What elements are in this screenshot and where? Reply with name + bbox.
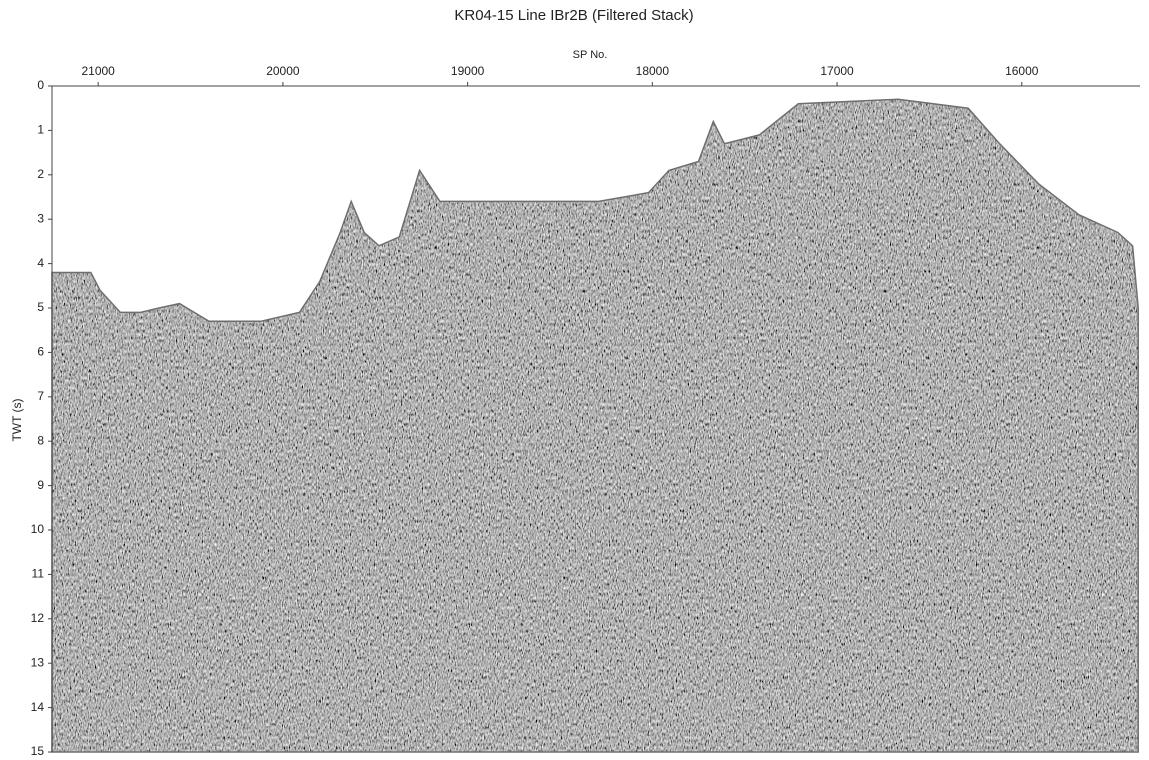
y-tick-label: 13 bbox=[31, 655, 45, 669]
y-tick-label: 8 bbox=[37, 433, 44, 447]
x-tick-label: 18000 bbox=[636, 64, 670, 78]
y-tick-label: 3 bbox=[37, 211, 44, 225]
y-tick-label: 14 bbox=[31, 700, 45, 714]
y-tick-label: 0 bbox=[37, 78, 44, 92]
y-tick-label: 11 bbox=[32, 567, 45, 581]
chart-title: KR04-15 Line IBr2B (Filtered Stack) bbox=[454, 7, 693, 24]
y-tick-label: 12 bbox=[31, 611, 45, 625]
x-tick-label: 16000 bbox=[1005, 64, 1039, 78]
y-tick-label: 9 bbox=[37, 478, 44, 492]
x-tick-label: 20000 bbox=[266, 64, 300, 78]
y-tick-label: 10 bbox=[31, 522, 45, 536]
chart: KR04-15 Line IBr2B (Filtered Stack) SP N… bbox=[0, 0, 1149, 760]
seismic-section bbox=[52, 99, 1138, 752]
x-axis-label: SP No. bbox=[573, 49, 608, 61]
y-tick-label: 6 bbox=[37, 345, 44, 359]
y-tick-label: 1 bbox=[37, 123, 44, 137]
x-tick-label: 21000 bbox=[81, 64, 115, 78]
y-tick-label: 4 bbox=[37, 256, 44, 270]
x-tick-label: 17000 bbox=[820, 64, 854, 78]
y-tick-label: 7 bbox=[37, 389, 44, 403]
y-axis-label: TWT (s) bbox=[10, 398, 24, 441]
y-tick-label: 2 bbox=[37, 167, 44, 181]
x-tick-label: 19000 bbox=[451, 64, 485, 78]
y-tick-label: 15 bbox=[31, 744, 45, 758]
y-tick-label: 5 bbox=[37, 300, 44, 314]
